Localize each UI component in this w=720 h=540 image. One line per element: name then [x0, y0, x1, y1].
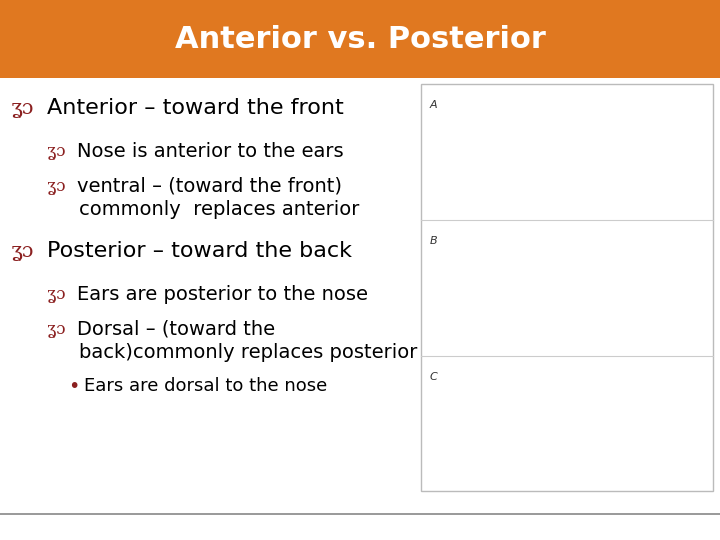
Text: Posterior – toward the back: Posterior – toward the back — [47, 241, 352, 261]
Text: ʓɔ: ʓɔ — [47, 286, 66, 303]
Text: Ears are dorsal to the nose: Ears are dorsal to the nose — [84, 377, 328, 395]
Text: ʓɔ: ʓɔ — [47, 143, 66, 160]
Text: ʓɔ: ʓɔ — [11, 98, 34, 118]
Text: ventral – (toward the front): ventral – (toward the front) — [77, 177, 342, 196]
Text: C: C — [430, 372, 438, 382]
Text: ʓɔ: ʓɔ — [47, 321, 66, 338]
Text: Ears are posterior to the nose: Ears are posterior to the nose — [77, 285, 368, 304]
FancyBboxPatch shape — [421, 84, 713, 491]
Text: ʓɔ: ʓɔ — [11, 241, 34, 261]
Text: •: • — [68, 376, 80, 396]
Text: B: B — [430, 236, 438, 246]
Text: back)commonly replaces posterior: back)commonly replaces posterior — [79, 343, 418, 362]
Text: Dorsal – (toward the: Dorsal – (toward the — [77, 320, 275, 339]
Text: Anterior – toward the front: Anterior – toward the front — [47, 98, 343, 118]
Text: Nose is anterior to the ears: Nose is anterior to the ears — [77, 141, 343, 161]
Text: A: A — [430, 100, 438, 110]
Text: ʓɔ: ʓɔ — [47, 178, 66, 195]
FancyBboxPatch shape — [0, 0, 720, 78]
Text: commonly  replaces anterior: commonly replaces anterior — [79, 200, 359, 219]
Text: Anterior vs. Posterior: Anterior vs. Posterior — [174, 25, 546, 53]
